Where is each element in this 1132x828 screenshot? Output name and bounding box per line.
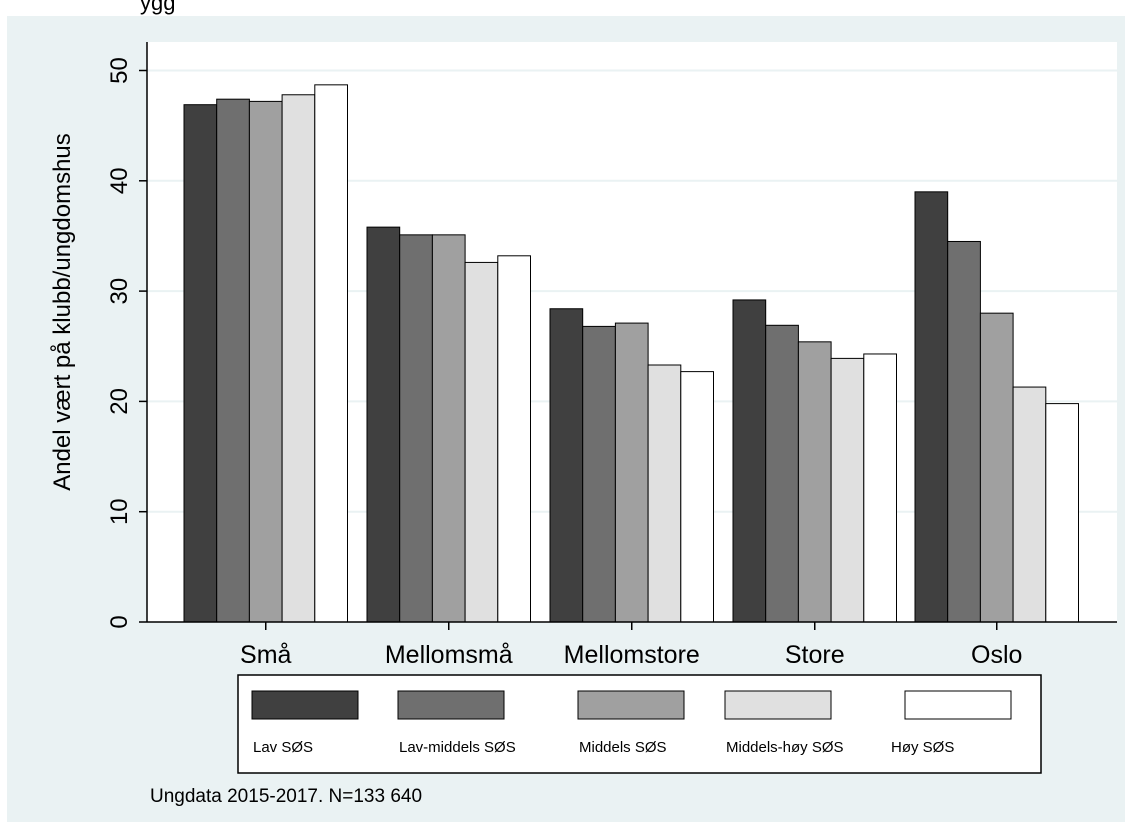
- legend-label-1: Lav SØS: [253, 739, 313, 756]
- bar-oslo-5: [1045, 403, 1080, 623]
- bar-oslo-1: [914, 191, 949, 623]
- bar-store-2: [765, 324, 799, 623]
- y-axis-title: Andel vært på klubb/ungdomshus: [49, 133, 76, 491]
- legend-box: [237, 674, 1042, 774]
- x-tick-label-mellomstore: Mellomstore: [564, 641, 700, 669]
- bar-chart: 0 10 20 30 40 50 Andel vært på klubb/ungdomshu…: [49, 42, 1117, 807]
- x-tick-label-mellomsmå: Mellomsmå: [385, 641, 513, 669]
- legend-swatch-5: [904, 690, 1012, 720]
- bar-små-3: [248, 100, 283, 623]
- legend-swatch-1: [251, 690, 359, 720]
- clipped-title-fragment: ygg: [140, 0, 176, 15]
- x-tick-label-oslo: Oslo: [971, 641, 1022, 669]
- legend-label-2: Lav-middels SØS: [399, 739, 516, 756]
- bar-små-4: [281, 94, 316, 623]
- bar-store-4: [830, 357, 865, 623]
- bar-mellomsmå-4: [464, 261, 499, 623]
- bar-mellomstore-4: [647, 364, 682, 623]
- y-tick-label-30: 30: [106, 278, 133, 305]
- legend-label-4: Middels-høy SØS: [726, 739, 844, 756]
- bar-små-1: [183, 104, 218, 623]
- y-tick-label-50: 50: [106, 57, 133, 84]
- bar-mellomsmå-1: [366, 226, 401, 623]
- bar-små-5: [314, 84, 348, 623]
- bar-oslo-4: [1012, 386, 1047, 623]
- x-tick-label-store: Store: [785, 641, 845, 669]
- chart-panel: 0 10 20 30 40 50 Andel vært på klubb/ungdomshu…: [7, 16, 1125, 822]
- bar-store-1: [732, 299, 767, 623]
- bar-mellomstore-5: [680, 371, 714, 623]
- x-tick-label-små: Små: [240, 641, 292, 669]
- legend-label-3: Middels SØS: [579, 739, 667, 756]
- legend-swatch-3: [577, 690, 685, 720]
- bar-mellomstore-3: [614, 322, 649, 623]
- y-tick-label-10: 10: [106, 498, 133, 525]
- bar-store-5: [863, 353, 897, 623]
- legend-swatch-2: [397, 690, 505, 720]
- bar-mellomstore-2: [582, 325, 616, 623]
- y-tick-label-0: 0: [106, 615, 133, 628]
- bar-små-2: [216, 98, 250, 623]
- legend-swatch-4: [724, 690, 832, 720]
- bar-mellomsmå-2: [399, 234, 433, 623]
- bar-oslo-2: [947, 240, 981, 623]
- y-tick-label-40: 40: [106, 167, 133, 194]
- chart-note: Ungdata 2015-2017. N=133 640: [150, 786, 422, 807]
- bar-mellomsmå-3: [431, 234, 466, 623]
- bar-oslo-3: [979, 312, 1014, 623]
- y-tick-label-20: 20: [106, 388, 133, 415]
- bar-mellomstore-1: [549, 308, 584, 623]
- legend-label-5: Høy SØS: [891, 739, 954, 756]
- bar-mellomsmå-5: [497, 255, 531, 623]
- bar-store-3: [797, 341, 832, 623]
